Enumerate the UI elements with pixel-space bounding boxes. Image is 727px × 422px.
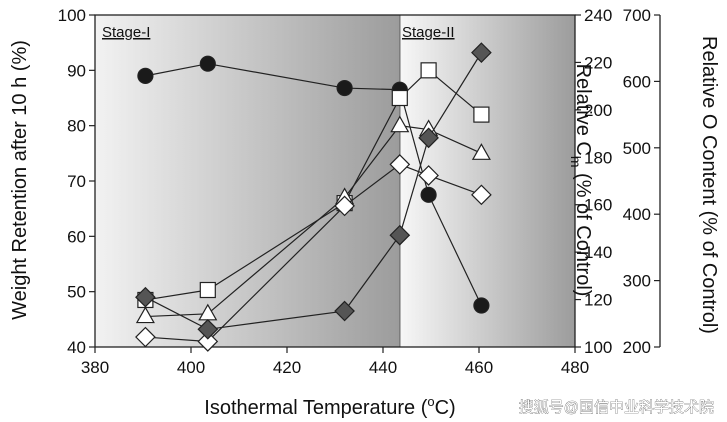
series-4-point — [418, 165, 439, 186]
y-right-o-tick-label: 600 — [623, 72, 651, 91]
series-4-point — [135, 326, 156, 348]
y-left-tick-label: 90 — [67, 61, 86, 80]
y-left-tick-label: 50 — [67, 283, 86, 302]
y-left-tick-label: 60 — [67, 227, 86, 246]
x-axis-title-sup: o — [427, 394, 434, 409]
y-left-tick-label: 80 — [67, 117, 86, 136]
x-tick-label: 460 — [465, 358, 493, 377]
x-axis-title-main: Isothermal Temperature ( — [204, 397, 427, 419]
series-4-point — [334, 195, 355, 217]
series-5 — [135, 42, 492, 340]
x-axis-title: Isothermal Temperature (oC) — [204, 394, 455, 419]
series-1-point — [137, 67, 154, 84]
stage-backgrounds — [95, 15, 575, 347]
y-left-tick-label: 40 — [67, 338, 86, 357]
y-right-cm-tick-label: 240 — [584, 6, 612, 25]
y-right-o-tick-label: 700 — [623, 6, 651, 25]
series-5-point — [389, 224, 411, 246]
y-right-cm-axis-title: Relative Cm (% of Control) — [568, 64, 594, 297]
stage-ii-label: Stage-II — [402, 24, 455, 41]
series-4 — [135, 154, 492, 352]
series-1-point — [473, 297, 490, 314]
watermark-text: 搜狐号@国信中业科学技术院 — [519, 398, 714, 416]
x-tick-label: 380 — [81, 358, 109, 377]
y-right-o-tick-label: 300 — [623, 272, 651, 291]
y-right-cm-title-sub: m — [568, 156, 584, 168]
y-right-o-tick-label: 500 — [623, 139, 651, 158]
y-right-cm-tick-label: 200 — [584, 101, 612, 120]
series-2-point — [420, 62, 437, 79]
y-right-cm-tick-label: 160 — [584, 196, 612, 215]
y-right-cm-tick-label: 120 — [584, 291, 612, 310]
series-5-point — [135, 286, 156, 308]
y-right-o-tick-label: 400 — [623, 205, 651, 224]
series-2-point — [473, 106, 490, 123]
series-4-point — [471, 184, 492, 206]
x-tick-label: 400 — [177, 358, 205, 377]
series-layer — [135, 42, 492, 352]
series-1-point — [199, 55, 216, 72]
y-right-cm-tick-label: 220 — [584, 53, 612, 72]
series-4-point — [197, 331, 219, 352]
series-1-line — [145, 63, 482, 306]
series-1-point — [336, 79, 353, 97]
tick-layer: 380 400 420 440 460 480 40 50 60 70 80 90 100 100 120 1… — [58, 6, 660, 377]
y-left-tick-label: 100 — [58, 6, 86, 25]
x-tick-label: 440 — [369, 358, 397, 377]
series-4-point — [389, 154, 411, 175]
series-1-point — [420, 186, 437, 203]
series-5-line — [145, 52, 482, 330]
series-3-point — [471, 143, 491, 160]
series-3-line — [145, 125, 482, 318]
series-2-point — [199, 281, 216, 299]
x-axis-title-end: C) — [435, 397, 456, 419]
x-tick-label: 420 — [273, 358, 301, 377]
y-right-cm-title-main: Relative C — [572, 64, 594, 156]
y-right-cm-tick-label: 180 — [584, 148, 612, 167]
y-left-axis-title: Weight Retention after 10 h (%) — [9, 40, 31, 320]
series-1 — [137, 55, 490, 314]
series-3-point — [135, 306, 155, 324]
x-tick-label: 480 — [561, 358, 589, 377]
stage-i-label: Stage-I — [102, 24, 150, 41]
series-4-line — [145, 163, 482, 343]
series-5-point — [334, 300, 355, 322]
series-2-point — [391, 89, 408, 107]
series-2-line — [145, 69, 482, 301]
y-right-o-tick-label: 200 — [623, 338, 651, 357]
y-right-cm-tick-label: 140 — [584, 243, 612, 262]
series-3-point — [390, 115, 410, 133]
series-5-point — [197, 318, 219, 340]
y-right-cm-title-end: (% of Control) — [572, 168, 594, 297]
y-right-cm-tick-label: 100 — [584, 338, 612, 357]
y-left-tick-label: 70 — [67, 172, 86, 191]
series-5-point — [418, 127, 439, 149]
y-right-o-axis-title: Relative O Content (% of Control) — [698, 36, 720, 334]
series-5-point — [471, 42, 492, 63]
